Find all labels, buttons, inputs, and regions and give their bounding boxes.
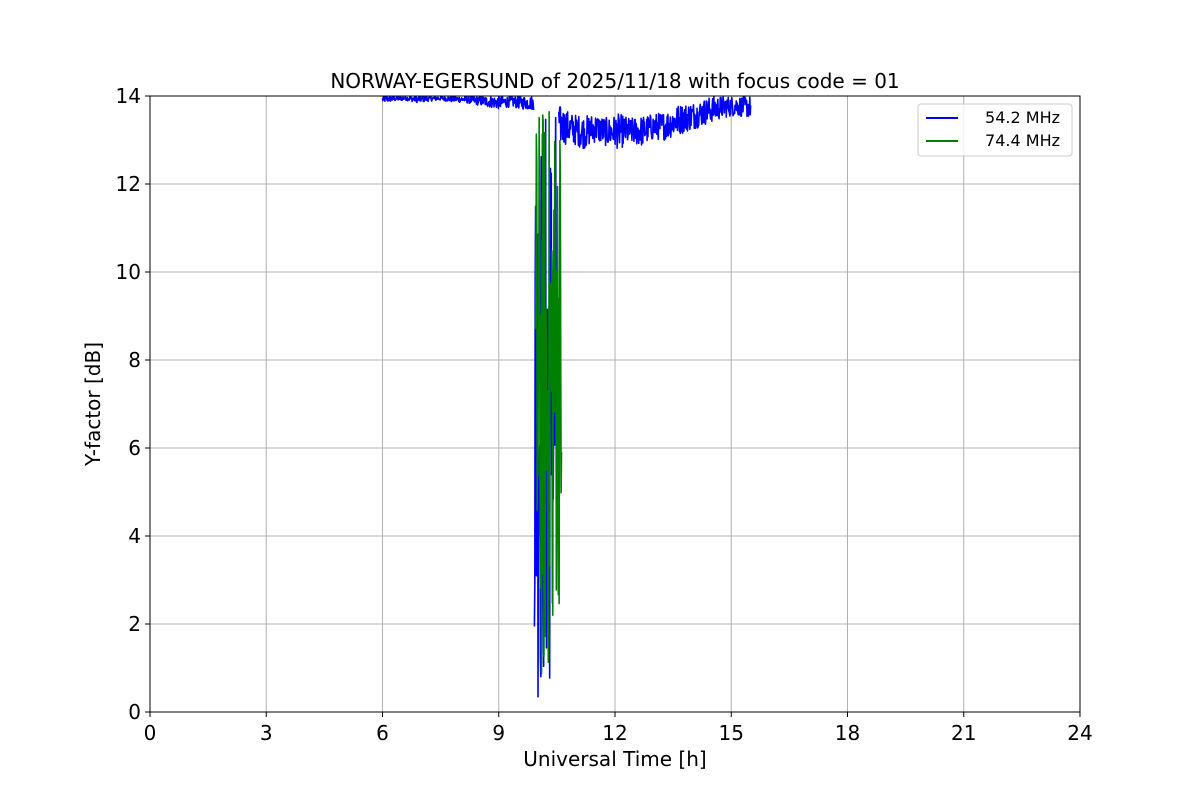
y-tick-label: 10 xyxy=(116,260,141,284)
y-tick-label: 6 xyxy=(128,436,141,460)
series-line xyxy=(381,96,535,111)
x-tick-label: 21 xyxy=(951,721,976,745)
x-tick-label: 15 xyxy=(719,721,744,745)
y-tick-label: 8 xyxy=(128,348,141,372)
x-tick-label: 0 xyxy=(144,721,157,745)
x-axis-label: Universal Time [h] xyxy=(523,747,706,771)
x-tick-label: 24 xyxy=(1067,721,1092,745)
legend-label-54mhz: 54.2 MHz xyxy=(985,108,1060,127)
y-axis-label: Y-factor [dB] xyxy=(81,342,105,467)
x-tick-label: 9 xyxy=(492,721,505,745)
x-tick-label: 3 xyxy=(260,721,273,745)
y-tick-label: 2 xyxy=(128,612,141,636)
x-tick-label: 18 xyxy=(835,721,860,745)
plot-data xyxy=(381,96,752,698)
y-tick-label: 4 xyxy=(128,524,141,548)
y-tick-label: 12 xyxy=(116,172,141,196)
series-line xyxy=(558,96,752,150)
legend-label-74mhz: 74.4 MHz xyxy=(985,131,1060,150)
series-1 xyxy=(534,111,563,675)
x-tick-label: 12 xyxy=(602,721,627,745)
series-line xyxy=(534,111,563,675)
chart-title: NORWAY-EGERSUND of 2025/11/18 with focus… xyxy=(330,69,899,93)
y-tick-label: 14 xyxy=(116,84,141,108)
legend: 54.2 MHz 74.4 MHz xyxy=(917,103,1073,157)
x-tick-label: 6 xyxy=(376,721,389,745)
y-tick-label: 0 xyxy=(128,700,141,724)
grid xyxy=(150,96,1080,712)
